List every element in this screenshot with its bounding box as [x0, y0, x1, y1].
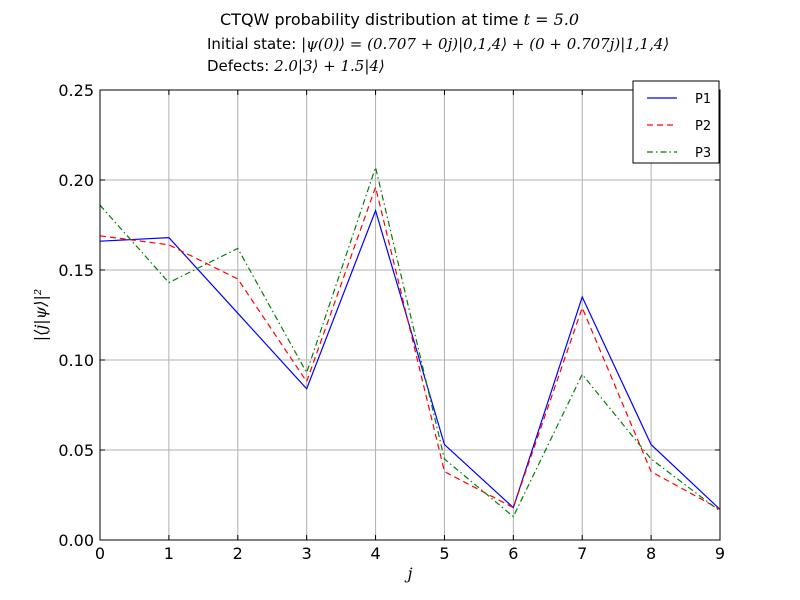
series-line-p2 [99, 185, 721, 510]
x-axis-label: j [405, 564, 413, 583]
plot-frame [99, 89, 721, 541]
legend-box [632, 80, 720, 164]
x-tick-label: 7 [577, 544, 587, 563]
legend-label-p2: P2 [695, 119, 711, 134]
y-tick-label: 0.05 [58, 441, 94, 460]
x-tick-label: 4 [370, 544, 380, 563]
chart-title: CTQW probability distribution at time t … [220, 10, 579, 29]
initial-state-subtitle: Initial state: |ψ(0)⟩ = (0.707 + 0j)|0,1… [207, 35, 669, 53]
y-tick-label: 0.20 [58, 171, 94, 190]
x-tick-label: 2 [233, 544, 243, 563]
y-tick-label: 0.25 [58, 81, 94, 100]
defects-formula: 2.0|3⟩ + 1.5|4⟩ [274, 57, 385, 75]
y-tick-label: 0.10 [58, 351, 94, 370]
defects-subtitle: Defects: 2.0|3⟩ + 1.5|4⟩ [207, 57, 385, 75]
initial-state-formula: |ψ(0)⟩ = (0.707 + 0j)|0,1,4⟩ + (0 + 0.70… [301, 35, 670, 53]
x-tick-label: 9 [715, 544, 725, 563]
tick-labels: 0 1 2 3 4 5 6 7 8 9 0.00 0.05 0.10 0.15 0.20 0.25 [58, 81, 725, 563]
legend-label-p3: P3 [695, 146, 711, 161]
y-tick-label: 0.00 [58, 531, 94, 550]
initial-state-label: Initial state: [207, 35, 302, 53]
defects-label: Defects: [207, 57, 275, 75]
y-tick-label: 0.15 [58, 261, 94, 280]
legend-label-p1: P1 [695, 92, 711, 107]
ticks [99, 89, 721, 541]
x-tick-label: 6 [508, 544, 518, 563]
x-tick-label: 0 [95, 544, 105, 563]
series-lines [99, 165, 721, 518]
y-axis-label: |⟨j|ψ⟩|² [31, 289, 50, 342]
x-tick-label: 1 [164, 544, 174, 563]
chart-title-text: CTQW probability distribution at time [220, 10, 524, 29]
legend: P1 P2 P3 [632, 80, 720, 164]
chart-title-time: t = 5.0 [523, 10, 580, 29]
x-tick-label: 8 [646, 544, 656, 563]
series-line-p3 [99, 165, 721, 518]
x-tick-label: 5 [439, 544, 449, 563]
x-tick-label: 3 [302, 544, 312, 563]
